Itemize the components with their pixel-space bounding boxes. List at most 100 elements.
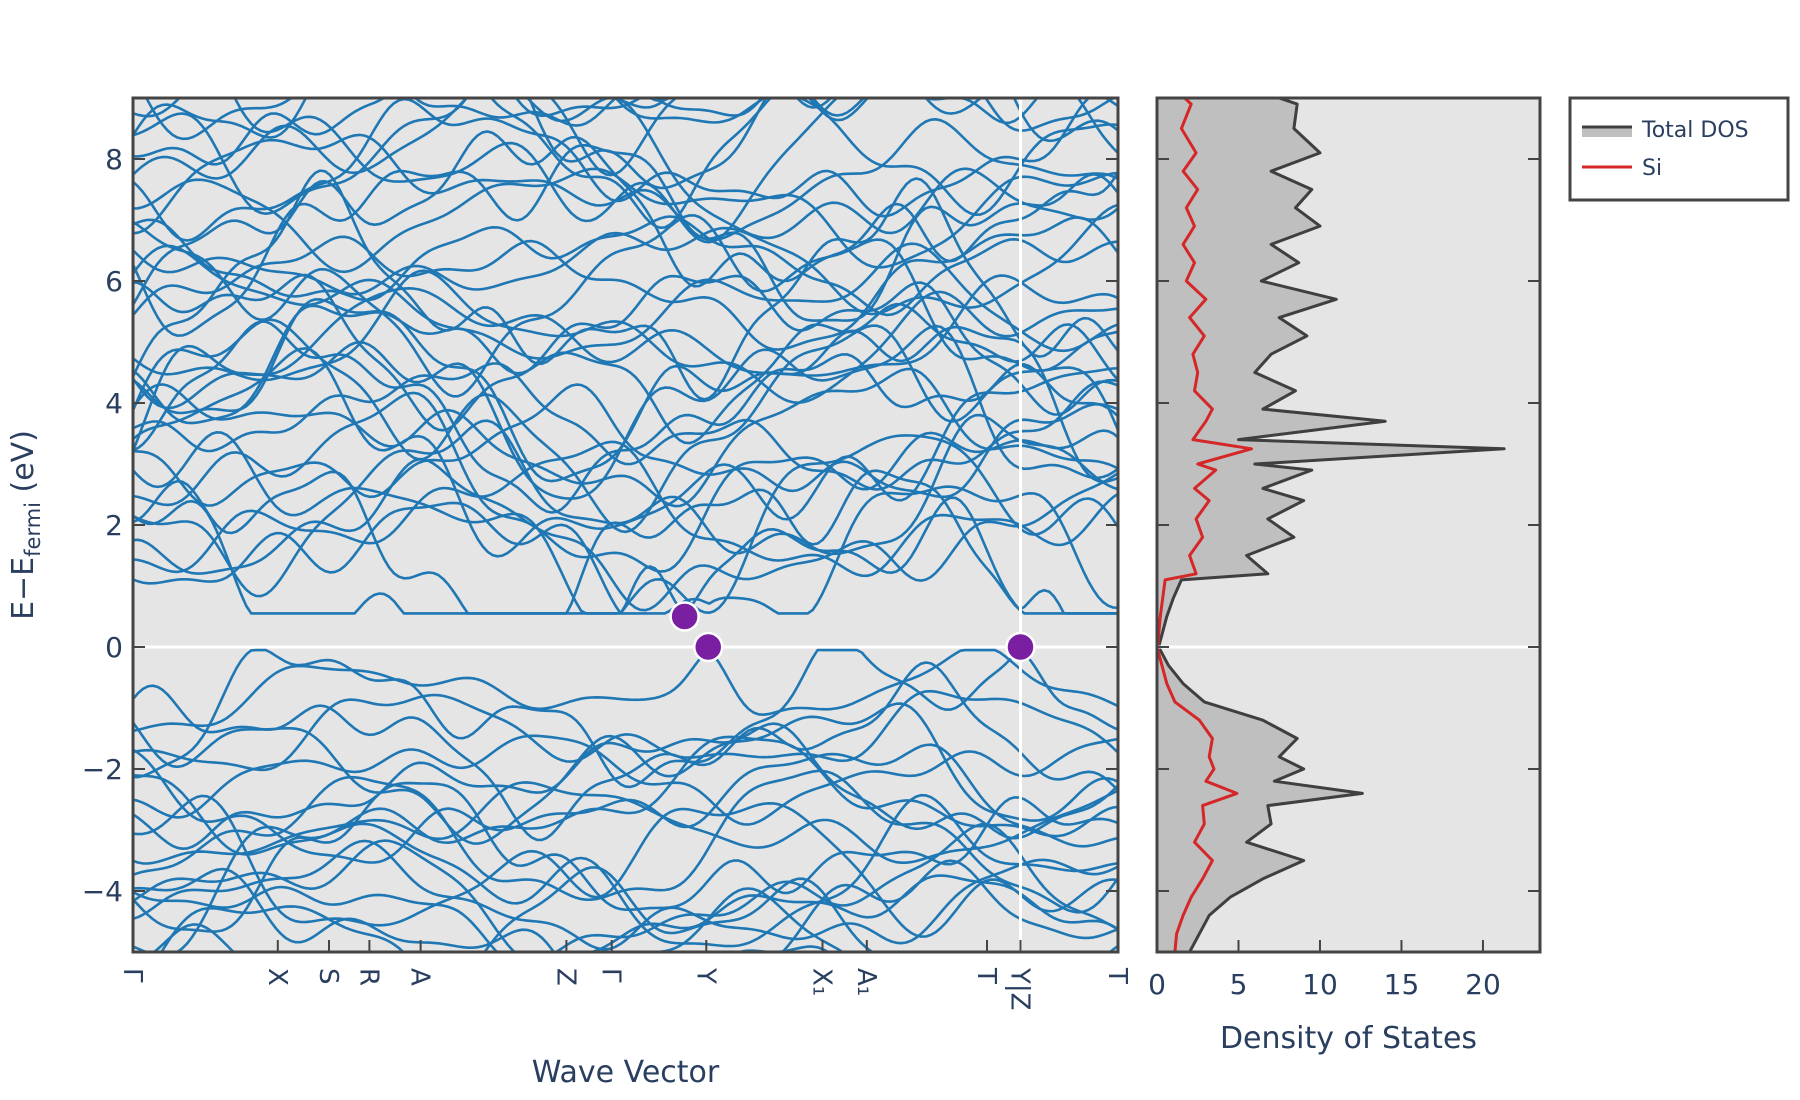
y-tick-label: 4 [105, 387, 123, 420]
band-line [133, 734, 1118, 826]
band-line [133, 214, 1118, 398]
band-line [514, 98, 643, 118]
x-tick-label: Y [690, 967, 720, 984]
band-line [133, 781, 1118, 933]
band-line [133, 689, 1118, 772]
x-tick-label: S [313, 968, 343, 985]
x-tick-label: T [971, 967, 1001, 984]
legend-label-si: Si [1642, 156, 1662, 181]
y-tick-label: 8 [105, 143, 123, 176]
band-line [133, 98, 1118, 229]
band-line [133, 859, 1118, 952]
band-line [735, 945, 830, 952]
legend-label-total-dos: Total DOS [1641, 118, 1749, 143]
band-extremum-marker [1005, 631, 1036, 663]
band-x-ticks: Γ X S R A Z Γ Y X₁ A₁ T Y|Z T [117, 940, 1132, 1010]
band-line [133, 874, 1118, 952]
band-line [133, 367, 1118, 508]
dos-x-tick-label: 0 [1148, 968, 1166, 1001]
band-line [133, 274, 1118, 410]
band-line [133, 242, 1118, 360]
band-line [133, 839, 1118, 951]
band-line [133, 269, 1118, 404]
band-line [648, 98, 672, 103]
band-line [133, 822, 1118, 952]
dos-total-line [1157, 98, 1506, 952]
band-line [133, 302, 1118, 445]
x-tick-label: A₁ [851, 968, 881, 996]
band-extrema-markers [669, 601, 1036, 663]
band-line [133, 794, 1118, 938]
band-line [133, 215, 1118, 317]
dos-x-tick-label: 15 [1384, 968, 1420, 1001]
y-tick-label: 0 [105, 631, 123, 664]
band-line [613, 98, 1118, 124]
band-line [133, 648, 1118, 789]
x-tick-label: Γ [596, 968, 626, 983]
x-tick-label: Y|Z [1004, 967, 1034, 1010]
band-line [133, 167, 1118, 274]
x-tick-label: X₁ [807, 968, 837, 996]
band-lines [133, 0, 1118, 952]
band-line [133, 362, 1118, 491]
band-line [133, 318, 1118, 534]
legend-swatch-total-dos-fill [1582, 127, 1632, 137]
legend-item-total-dos[interactable]: Total DOS [1582, 118, 1749, 143]
legend[interactable]: Total DOS Si [1568, 96, 1790, 202]
x-tick-label: R [353, 968, 383, 986]
band-line [133, 130, 1118, 306]
band-line [133, 169, 1118, 401]
band-extremum-marker [669, 601, 700, 632]
band-line [159, 887, 846, 952]
band-line [133, 273, 1118, 432]
x-tick-label: T [1102, 967, 1132, 984]
band-line [133, 98, 866, 190]
band-line [133, 98, 1118, 216]
dos-x-ticks: 0 5 10 15 20 [1148, 940, 1501, 1001]
dos-si-line [1157, 98, 1253, 952]
ylabel-subscript: fermi [21, 502, 45, 557]
x-tick-label: Z [550, 968, 580, 986]
band-extremum-marker [692, 631, 724, 663]
ylabel-unit: (eV) [6, 430, 41, 502]
band-line [151, 866, 1118, 952]
band-line [133, 431, 1118, 615]
legend-item-si[interactable]: Si [1582, 156, 1662, 181]
band-line [133, 722, 1118, 850]
band-line [133, 769, 1118, 914]
band-line [549, 98, 833, 177]
band-line [133, 391, 1118, 573]
band-line [133, 793, 1118, 952]
band-y-axis-title: E−Efermi (eV) [6, 430, 45, 620]
y-tick-label: −2 [82, 753, 123, 786]
band-line [144, 98, 983, 141]
dos-total-fill [1157, 98, 1505, 952]
x-tick-label: A [405, 968, 435, 986]
band-line [133, 320, 1118, 514]
band-line [133, 0, 1118, 91]
band-line [133, 440, 1118, 578]
y-tick-label: −4 [82, 875, 123, 908]
band-line [133, 0, 1118, 65]
y-tick-label: 6 [105, 265, 123, 298]
dos-x-axis-title: Density of States [1220, 1021, 1477, 1056]
band-line [133, 98, 1118, 242]
dos-panel: 0 5 10 15 20 Density of States [1148, 96, 1542, 1056]
dos-x-tick-label: 10 [1302, 968, 1338, 1001]
band-y-ticks: −4 −2 0 2 4 6 8 [82, 143, 1118, 908]
legend-box [1568, 96, 1790, 202]
dos-x-tick-label: 5 [1230, 968, 1248, 1001]
band-x-axis-title: Wave Vector [532, 1055, 720, 1090]
band-line [133, 702, 1118, 845]
band-line [133, 485, 1118, 615]
band-line [757, 951, 768, 952]
dos-y-ticks [1157, 158, 1540, 892]
y-tick-label: 2 [105, 509, 123, 542]
ylabel-main: E−E [6, 557, 41, 620]
band-line [133, 118, 1118, 242]
dos-x-tick-label: 20 [1465, 968, 1501, 1001]
x-tick-label: Γ [117, 968, 147, 983]
x-tick-label: X [262, 968, 292, 986]
